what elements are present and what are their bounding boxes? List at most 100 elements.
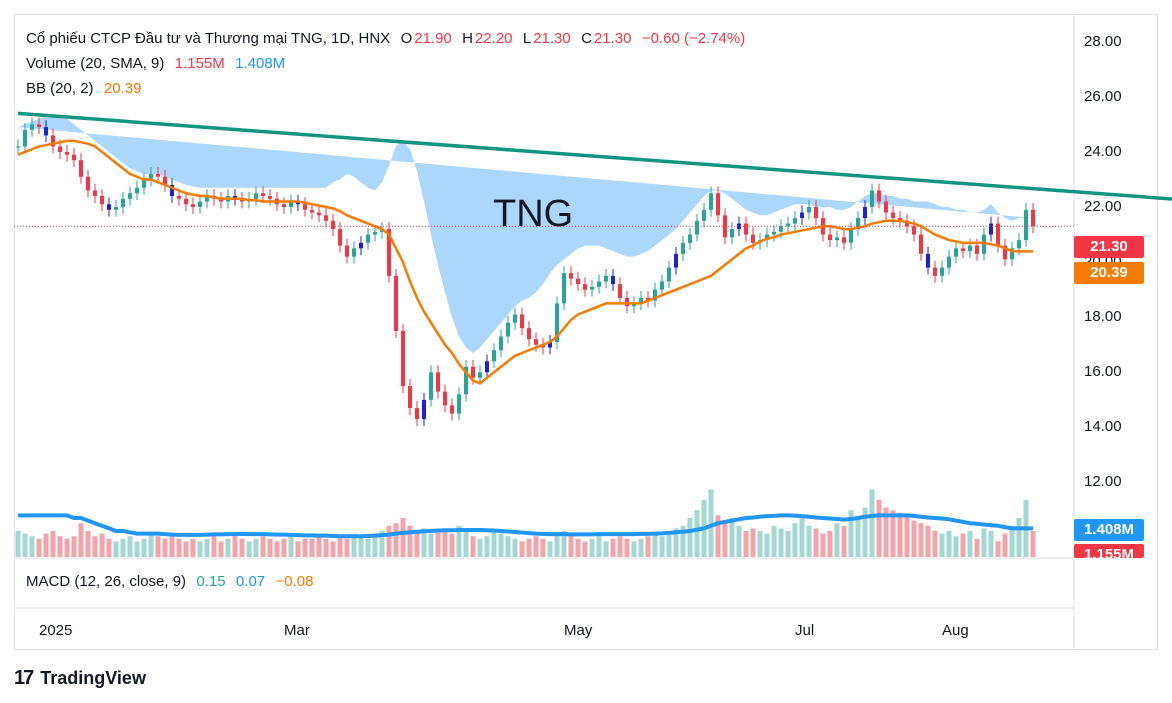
candle-body: [191, 204, 195, 208]
candle-body: [639, 297, 643, 304]
volume-bar: [645, 536, 651, 557]
volume-bar: [36, 538, 42, 557]
candle-body: [982, 234, 986, 254]
volume-bar: [722, 523, 728, 557]
volume-bar: [533, 536, 539, 557]
open-label: O: [400, 30, 413, 47]
candle-body: [79, 160, 83, 177]
candle-body: [100, 196, 104, 205]
volume-bar: [169, 536, 175, 557]
volume-bar: [330, 541, 336, 557]
volume-bar: [78, 523, 84, 557]
candle-body: [366, 234, 370, 243]
price-tick-label: 28.00: [1084, 32, 1122, 50]
volume-bar: [302, 538, 308, 557]
volume-bar: [267, 538, 273, 557]
candle-body: [660, 281, 664, 290]
candle-body: [443, 391, 447, 406]
candle-body: [317, 212, 321, 216]
candle-body: [513, 314, 517, 323]
volume-bar: [85, 531, 91, 557]
volume-bar: [365, 538, 371, 557]
volume-bar: [15, 531, 21, 557]
time-tick-label: Jul: [795, 622, 815, 639]
candle-body: [184, 198, 188, 205]
volume-bar: [561, 531, 567, 557]
candle-body: [464, 366, 468, 395]
candle-body: [324, 215, 328, 221]
bb-legend[interactable]: BB (20, 2) 20.39: [26, 80, 143, 97]
candle-body: [1017, 240, 1021, 249]
symbol-legend[interactable]: Cổ phiếu CTCP Đầu tư và Thương mại TNG, …: [26, 30, 747, 47]
candle-body: [1024, 209, 1028, 241]
volume-bar: [323, 538, 329, 557]
candle-body: [506, 322, 510, 337]
candle-body: [933, 267, 937, 276]
candle-body: [625, 297, 629, 307]
volume-bar: [386, 525, 392, 557]
volume-bar: [771, 525, 777, 557]
volume-bar: [120, 538, 126, 557]
candle-body: [744, 223, 748, 235]
candle-body: [149, 173, 153, 180]
candle-body: [394, 275, 398, 331]
volume-bar: [141, 538, 147, 557]
price-tick-label: 16.00: [1084, 363, 1122, 381]
volume-bar: [351, 533, 357, 557]
volume-bar: [820, 533, 826, 557]
volume-bar: [750, 528, 756, 557]
price-tick-label: 22.00: [1084, 198, 1122, 216]
candle-body: [646, 297, 650, 301]
volume-bar: [785, 531, 791, 557]
candle-body: [170, 184, 174, 197]
candle-body: [772, 231, 776, 235]
volume-bar: [183, 541, 189, 557]
candle-body: [737, 223, 741, 230]
volume-bar: [680, 525, 686, 557]
volume-bar: [806, 525, 812, 557]
macd-legend[interactable]: MACD (12, 26, close, 9) 0.15 0.07 −0.08: [26, 573, 315, 590]
volume-bar: [610, 538, 616, 557]
volume-bar: [799, 515, 805, 557]
candle-body: [653, 289, 657, 301]
volume-bar: [855, 518, 861, 557]
candle-body: [940, 267, 944, 276]
candle-body: [72, 154, 76, 161]
candle-body: [828, 234, 832, 241]
candle-body: [107, 204, 111, 210]
candle-body: [65, 151, 69, 155]
volume-bar: [617, 536, 623, 557]
volume-bar: [197, 541, 203, 557]
candle-body: [1010, 248, 1014, 260]
tradingview-logo[interactable]: 17 TradingView: [14, 667, 146, 690]
candle-body: [786, 223, 790, 227]
candle-body: [128, 193, 132, 199]
volume-value: 1.155M: [174, 55, 225, 72]
candle-body: [457, 394, 461, 414]
volume-legend[interactable]: Volume (20, SMA, 9) 1.155M 1.408M: [26, 55, 287, 72]
volume-bar: [939, 533, 945, 557]
candle-body: [198, 201, 202, 208]
candle-body: [422, 399, 426, 420]
volume-bar: [372, 533, 378, 557]
volume-bar: [995, 541, 1001, 557]
candle-body: [429, 372, 433, 400]
volume-bar: [155, 536, 161, 557]
candle-body: [485, 361, 489, 373]
volume-bar: [575, 538, 581, 557]
volume-bar: [890, 510, 896, 557]
candle-body: [205, 196, 209, 202]
volume-bar: [792, 523, 798, 557]
candle-body: [233, 196, 237, 199]
volume-bar: [148, 533, 154, 557]
volume-bar: [967, 531, 973, 557]
candle-body: [961, 248, 965, 252]
candle-body: [289, 201, 293, 208]
volume-bar: [813, 528, 819, 557]
volume-bar: [225, 538, 231, 557]
candle-body: [345, 245, 349, 257]
volume-bar: [211, 536, 217, 557]
volume-bar: [1016, 518, 1022, 557]
bb-value: 20.39: [103, 80, 142, 97]
